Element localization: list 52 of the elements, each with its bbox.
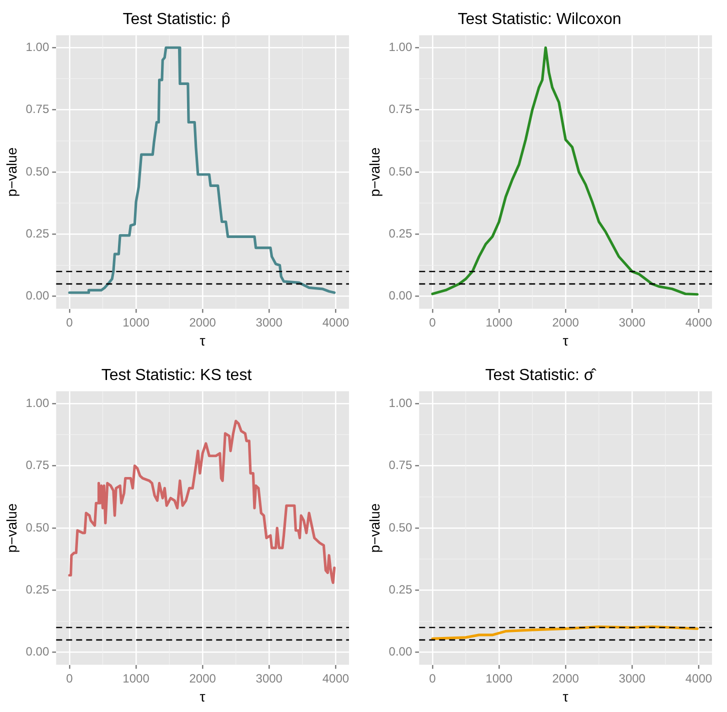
x-tick-label: 3000 <box>256 315 283 330</box>
x-tick-label: 3000 <box>618 671 646 686</box>
y-tick-label: 0.25 <box>388 582 412 596</box>
x-axis-title: τ <box>200 332 206 348</box>
x-tick-label: 4000 <box>322 315 350 330</box>
x-tick-label: 3000 <box>618 315 646 330</box>
x-axis-title: τ <box>200 688 206 704</box>
y-tick-label: 1.00 <box>388 396 412 410</box>
x-tick-label: 2000 <box>189 671 216 686</box>
chart-title: Test Statistic: Wilcoxon <box>458 11 622 28</box>
y-tick-label: 0.25 <box>388 226 412 240</box>
x-tick-label: 4000 <box>685 315 712 330</box>
y-tick-label: 1.00 <box>388 40 412 54</box>
y-tick-label: 0.50 <box>388 164 412 178</box>
x-tick-label: 2000 <box>552 315 580 330</box>
y-tick-label: 0.50 <box>388 520 412 534</box>
x-tick-label: 0 <box>429 671 436 686</box>
y-axis-title: p−value <box>366 147 382 197</box>
chart-title: Test Statistic: σ̂ <box>485 367 597 384</box>
x-axis-title: τ <box>562 688 569 704</box>
y-tick-label: 0.75 <box>388 102 412 116</box>
y-tick-label: 0.00 <box>388 288 412 303</box>
chart-title: Test Statistic: p̂ <box>122 11 230 28</box>
chart-title: Test Statistic: KS test <box>101 367 252 384</box>
x-tick-label: 0 <box>66 671 74 686</box>
x-tick-label: 2000 <box>189 315 216 330</box>
x-tick-label: 1000 <box>122 315 150 330</box>
y-tick-label: 0.00 <box>388 644 412 659</box>
x-tick-label: 1000 <box>486 315 513 330</box>
y-tick-label: 1.00 <box>26 396 50 410</box>
y-axis-title: p−value <box>366 503 382 553</box>
x-tick-label: 0 <box>429 315 436 330</box>
y-tick-label: 0.00 <box>26 644 50 659</box>
x-tick-label: 0 <box>66 315 74 330</box>
y-tick-label: 1.00 <box>26 40 50 54</box>
x-tick-label: 3000 <box>256 671 283 686</box>
y-axis-title: p−value <box>3 503 20 553</box>
y-tick-label: 0.00 <box>26 288 50 303</box>
x-tick-label: 4000 <box>685 671 712 686</box>
x-tick-label: 4000 <box>322 671 350 686</box>
y-axis-title: p−value <box>3 147 20 197</box>
x-tick-label: 1000 <box>122 671 150 686</box>
x-tick-label: 1000 <box>486 671 513 686</box>
y-tick-label: 0.75 <box>26 458 50 472</box>
x-axis-title: τ <box>562 332 569 348</box>
y-tick-label: 0.25 <box>26 226 50 240</box>
y-tick-label: 0.50 <box>26 164 50 178</box>
y-tick-label: 0.75 <box>388 458 412 472</box>
y-tick-label: 0.25 <box>26 582 50 596</box>
y-tick-label: 0.75 <box>26 102 50 116</box>
y-tick-label: 0.50 <box>26 520 50 534</box>
x-tick-label: 2000 <box>552 671 580 686</box>
